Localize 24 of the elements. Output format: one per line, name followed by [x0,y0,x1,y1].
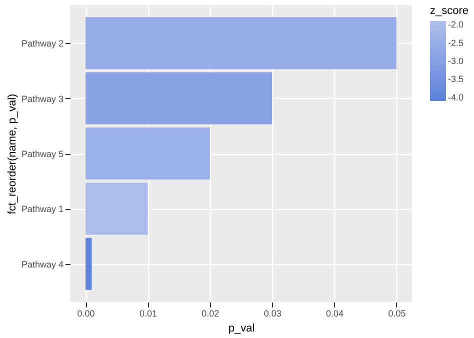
x-axis-title: p_val [228,322,255,334]
color-bar-title: z_score [430,5,469,17]
color-bar-label: -4.0 [448,92,464,102]
y-tick-label: Pathway 3 [21,94,64,104]
bar [86,72,272,124]
x-tick-label: 0.01 [139,308,157,318]
bar [86,182,148,235]
bar [86,238,92,290]
x-tick-label: 0.00 [77,308,95,318]
y-tick-label: Pathway 5 [21,149,64,159]
color-bar-label: -3.5 [448,74,464,84]
color-bar-label: -3.0 [448,56,464,66]
x-tick-label: 0.05 [388,308,406,318]
y-tick-label: Pathway 2 [21,38,64,49]
color-bar-label: -2.0 [448,20,464,30]
x-tick-label: 0.02 [202,308,220,318]
y-tick-label: Pathway 1 [21,204,64,214]
y-axis-title: fct_reorder(name, p_val) [6,94,18,214]
x-tick-label: 0.04 [326,308,344,318]
bar [86,17,396,70]
color-bar-label: -2.5 [448,38,464,48]
bar [86,128,210,180]
y-tick-label: Pathway 4 [21,259,64,270]
x-tick-label: 0.03 [264,308,282,318]
